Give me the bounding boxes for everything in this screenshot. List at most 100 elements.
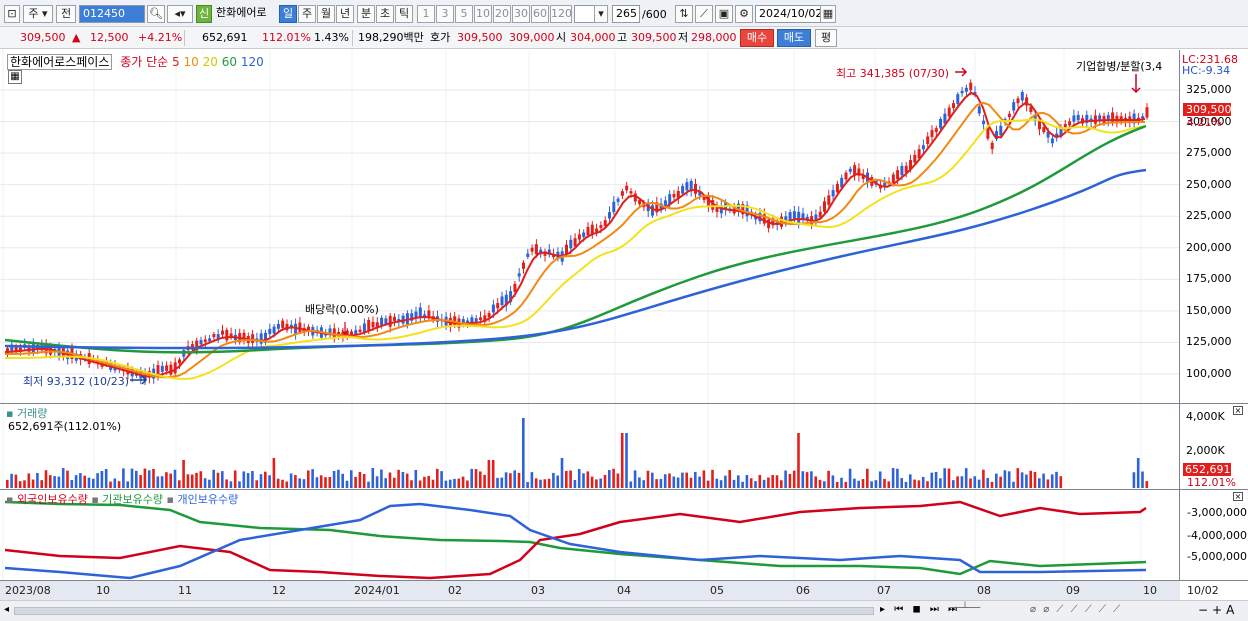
playback-controls[interactable]: ▸ ⏮ ◼ ⏭ ⏭ [880,604,961,615]
interval-120[interactable]: 120 [550,5,572,23]
draw-icon[interactable]: ⟋ [695,5,713,23]
candle [982,120,986,125]
period-minute[interactable]: 분 [357,5,375,23]
chevron-down-icon[interactable]: ▾ [594,5,608,23]
gear-icon[interactable]: ⚙ [735,5,753,23]
candle [362,323,366,333]
high-price: 309,500 [631,31,677,44]
candle [767,219,771,229]
volume-bar [74,475,78,488]
buy-button[interactable]: 매수 [740,29,774,47]
scroll-left-icon[interactable]: ◂ [4,604,10,615]
average-button[interactable]: 평 [815,29,837,47]
stock-code-input[interactable]: 012450 [79,5,145,23]
volume-bar [861,479,865,488]
price-tick: 275,000 [1186,146,1232,160]
close-pane-icon[interactable]: × [1233,406,1243,415]
volume-bar [792,470,796,488]
volume-bar [737,475,740,488]
zoom-controls[interactable]: −+A [1198,603,1239,617]
candle [969,82,973,91]
search-icon[interactable]: 🔍︎ [147,5,165,23]
candle [522,262,525,269]
candle [1072,115,1076,122]
volume-bar [689,477,693,488]
sound-icon[interactable]: ◂▾ [167,5,193,23]
volume-bar [315,477,319,488]
volume-bar [264,471,267,488]
volume-bar [139,475,142,488]
volume-bar [840,477,843,488]
volume-bar [513,470,516,488]
period-tick[interactable]: 틱 [395,5,413,23]
candle [83,357,87,360]
period-year[interactable]: 년 [336,5,354,23]
stock-full-name[interactable]: 한화에어로스페이스 [7,54,113,70]
candle [547,249,551,255]
last-price-tag: 309,500 [1183,103,1232,116]
volume-bar [1055,471,1058,488]
interval-20[interactable]: 20 [493,5,511,23]
interval-3[interactable]: 3 [436,5,454,23]
volume-bar [827,470,830,488]
volume-bar [560,458,564,488]
volume-bar [212,469,215,488]
volume-bar [87,477,91,488]
zoom-slider[interactable]: ──┴── [950,603,981,614]
scroll-bar[interactable]: ◂ ▸ ⏮ ◼ ⏭ ⏭ ──┴── ⌀ ⌀ ⟋ ⟋ ⟋ ⟋ ⟋ −+A [0,600,1248,621]
mode-select[interactable]: 주 ▾ [23,5,53,23]
volume-bar [496,477,499,488]
candle [517,273,521,277]
interval-30[interactable]: 30 [512,5,530,23]
candle [14,345,18,351]
pane-divider[interactable] [0,403,1248,404]
period-second[interactable]: 초 [376,5,394,23]
date-input[interactable]: 2024/10/02 [755,5,823,23]
drawing-tools[interactable]: ⌀ ⌀ ⟋ ⟋ ⟋ ⟋ ⟋ [1030,604,1123,615]
interval-5[interactable]: 5 [455,5,473,23]
prev-button[interactable]: 전 [56,5,76,23]
candle [1059,127,1063,136]
candle [199,340,203,345]
volume-bar [233,470,237,488]
layout-icon[interactable]: ⊡ [4,5,20,23]
save-icon[interactable]: ▣ [715,5,733,23]
period-month[interactable]: 월 [317,5,335,23]
volume-bar [706,480,710,488]
volume-bar [500,477,504,488]
candle [375,322,379,328]
volume-bar [216,472,220,488]
candle [805,216,809,221]
volume-bar [36,473,39,488]
volume-bar [590,476,594,488]
pane-divider[interactable] [0,489,1248,490]
candle [784,216,788,224]
candle [358,329,362,332]
zoom-icon[interactable]: ⇅ [675,5,693,23]
candle [1025,97,1029,106]
interval-1[interactable]: 1 [417,5,435,23]
candle [835,183,839,193]
close-pane-icon[interactable]: × [1233,492,1243,501]
candle [917,149,921,159]
price-tick: 175,000 [1186,272,1232,286]
volume-bar [440,471,443,488]
candle [586,226,590,236]
volume-bar [565,470,568,488]
scroll-track[interactable] [14,607,874,615]
count-input[interactable]: 265 [612,5,640,23]
interval-60[interactable]: 60 [531,5,549,23]
period-day[interactable]: 일 [279,5,297,23]
candle [156,365,160,376]
volume-bar [930,472,934,488]
candle [990,142,994,150]
candle [216,334,220,339]
grid-icon[interactable]: ▦ [8,70,22,84]
quote-bar [0,27,1248,49]
sell-button[interactable]: 매도 [777,29,811,47]
chart-canvas[interactable] [0,50,1248,600]
calendar-icon[interactable]: ▦ [820,5,836,23]
period-week[interactable]: 주 [298,5,316,23]
time-tick: 11 [178,584,192,597]
interval-10[interactable]: 10 [474,5,492,23]
